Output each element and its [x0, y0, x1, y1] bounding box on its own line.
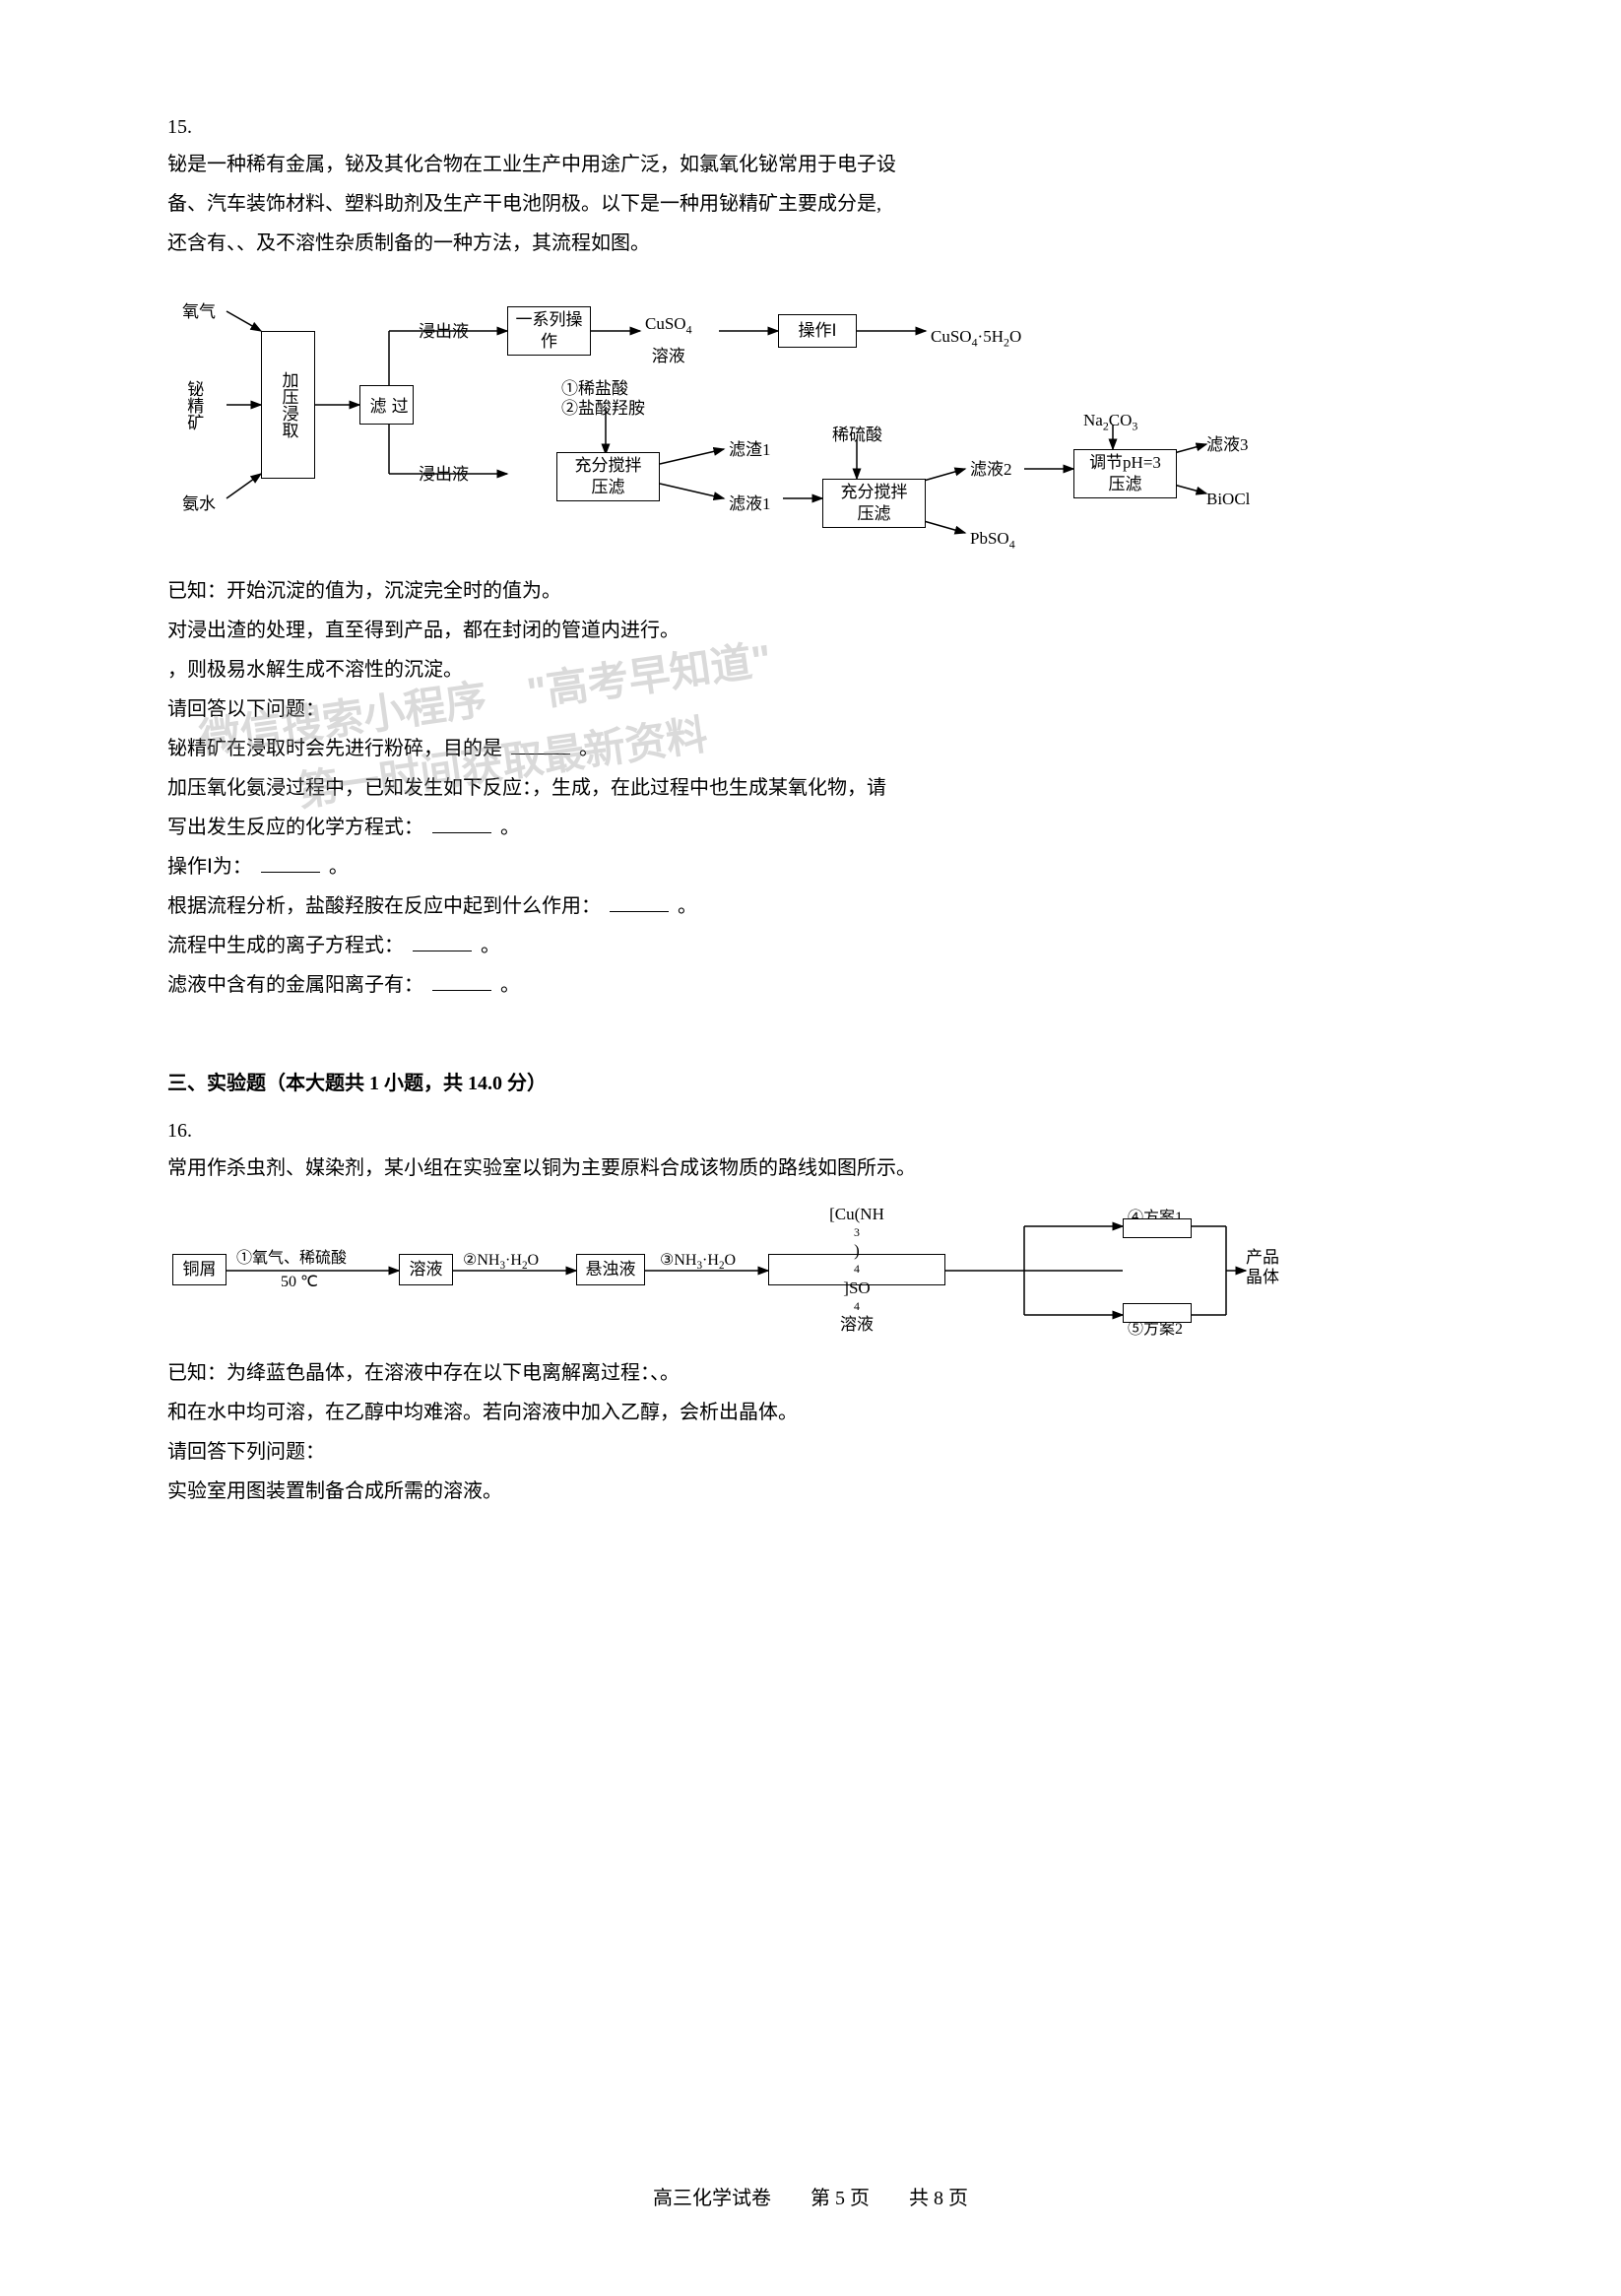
fc1-box4b: 压滤	[858, 503, 891, 525]
fc1-box4: 充分搅拌 压滤	[822, 479, 926, 528]
fc1-box5a: 调节pH=3	[1089, 452, 1161, 474]
fc1-top-op1: 操作Ⅰ	[778, 314, 857, 348]
q15-content: 铋是一种稀有金属，铋及其化合物在工业生产中用途广泛，如氯氧化铋常用于电子设 备、…	[167, 146, 1414, 1006]
footer-text-a: 高三化学试卷 第	[653, 2188, 835, 2209]
footer-text-b: 页 共	[845, 2188, 934, 2209]
flowchart2: 铜屑 ①氧气、稀硫酸 50 ℃ 溶液 ②NH3·H2O 悬浊液 ③NH3·H2O…	[167, 1207, 1290, 1335]
q16-p5: 实验室用图装置制备合成所需的溶液。	[167, 1473, 1414, 1510]
blank-icon	[432, 971, 491, 991]
q15-p9: 写出发生反应的化学方程式： 。	[167, 809, 1414, 846]
q15-p9a: 加压氧化氨浸过程中，已知发生如下反应：，生成，在此过程中也生成某氧化物，请	[167, 769, 1414, 807]
fc1-box2: 过滤	[359, 385, 414, 425]
blank-icon	[511, 735, 570, 754]
fc1-liq1: 滤液1	[729, 489, 771, 520]
fc2-node2: 溶液	[399, 1254, 453, 1285]
q15-p9b: 写出发生反应的化学方程式：	[167, 817, 423, 838]
q15-p13: 滤液中含有的金属阳离子有： 。	[167, 966, 1414, 1004]
fc1-top-ops: 一系列操作	[507, 306, 591, 356]
fc1-ammonia: 氨水	[182, 489, 216, 520]
fc1-biocl: BiOCl	[1206, 484, 1250, 515]
fc1-box4a: 充分搅拌	[841, 482, 908, 503]
q15-p2: 备、汽车装饰材料、塑料助剂及生产干电池阴极。以下是一种用铋精矿主要成分是,	[167, 185, 1414, 223]
q15-p4: 已知：开始沉淀的值为，沉淀完全时的值为。	[167, 572, 1414, 610]
q15-p6: ，则极易水解生成不溶性的沉淀。	[167, 651, 1414, 689]
fc1-bot-leach: 浸出液	[419, 459, 469, 491]
q15-p10: 操作Ⅰ为： 。	[167, 848, 1414, 886]
blank-icon	[261, 853, 320, 873]
q15-p10a: 操作Ⅰ为：	[167, 856, 252, 878]
fc2-step3: ③NH3·H2O	[660, 1246, 736, 1277]
fc2-step2: ②NH3·H2O	[463, 1246, 539, 1277]
fc2-plan2-box	[1123, 1303, 1192, 1323]
fc2-node4: [Cu(NH3)4]SO4溶液	[768, 1254, 945, 1285]
q16-p2: 已知：为绛蓝色晶体，在溶液中存在以下电离解离过程：、。	[167, 1354, 1414, 1392]
fc1-top-prod: CuSO4·5H2O	[931, 321, 1021, 354]
fc2-node3: 悬浊液	[576, 1254, 645, 1285]
q15-p3: 还含有、、及不溶性杂质制备的一种方法，其流程如图。	[167, 225, 1414, 262]
fc1-top-sol: CuSO4溶液	[645, 308, 692, 372]
q16-content: 常用作杀虫剂、媒染剂，某小组在实验室以铜为主要原料合成该物质的路线如图所示。	[167, 1149, 1414, 1512]
fc1-box3: 充分搅拌 压滤	[556, 452, 660, 501]
q15-p1: 铋是一种稀有金属，铋及其化合物在工业生产中用途广泛，如氯氧化铋常用于电子设	[167, 146, 1414, 183]
fc1-top-leach: 浸出液	[419, 316, 469, 348]
flowchart1: 氧气 铋精矿 氨水 加压浸取 过滤 浸出液 一系列操作 CuSO4溶液 操作Ⅰ …	[167, 277, 1251, 553]
q15-p10b: 。	[329, 856, 349, 878]
flowchart1-container: 氧气 铋精矿 氨水 加压浸取 过滤 浸出液 一系列操作 CuSO4溶液 操作Ⅰ …	[167, 277, 1414, 553]
page-footer: 高三化学试卷 第 5 页 共 8 页	[0, 2180, 1621, 2217]
footer-page: 5	[835, 2188, 845, 2209]
question-16: 16. 常用作杀虫剂、媒染剂，某小组在实验室以铜为主要原料合成该物质的路线如图所…	[167, 1112, 1454, 1512]
q15-p12: 流程中生成的离子方程式： 。	[167, 927, 1414, 964]
q15-p13a: 滤液中含有的金属阳离子有：	[167, 974, 423, 996]
fc1-liq3: 滤液3	[1206, 429, 1249, 461]
q15-p8: 铋精矿在浸取时会先进行粉碎，目的是 。	[167, 730, 1414, 767]
q15-p5: 对浸出渣的处理，直至得到产品，都在封闭的管道内进行。	[167, 612, 1414, 649]
q15-p8b: 。	[579, 738, 599, 759]
q15-p11b: 。	[678, 895, 697, 917]
fc1-res1: 滤渣1	[729, 434, 771, 466]
blank-icon	[432, 814, 491, 833]
footer-total: 8	[934, 2188, 943, 2209]
q15-p11: 根据流程分析，盐酸羟胺在反应中起到什么作用： 。	[167, 887, 1414, 925]
question-15: 15. 铋是一种稀有金属，铋及其化合物在工业生产中用途广泛，如氯氧化铋常用于电子…	[167, 108, 1454, 1006]
section3-header: 三、实验题（本大题共 1 小题，共 14.0 分）	[167, 1065, 1454, 1102]
q15-number: 15.	[167, 108, 207, 146]
q15-p7: 请回答以下问题：	[167, 690, 1414, 728]
fc1-box1: 加压浸取	[261, 331, 315, 479]
fc1-liq2: 滤液2	[970, 454, 1012, 486]
fc1-box3b: 压滤	[592, 477, 625, 498]
q15-p8a: 铋精矿在浸取时会先进行粉碎，目的是	[167, 738, 502, 759]
blank-icon	[413, 932, 472, 951]
fc1-box5: 调节pH=3 压滤	[1073, 449, 1177, 498]
q16-number: 16.	[167, 1112, 207, 1149]
fc1-box3a: 充分搅拌	[575, 455, 642, 477]
fc1-ore: 铋精矿	[177, 380, 209, 430]
q15-p12a: 流程中生成的离子方程式：	[167, 935, 404, 956]
fc2-plan1-box	[1123, 1218, 1192, 1238]
q15-p9c: 。	[500, 817, 520, 838]
q15-p11a: 根据流程分析，盐酸羟胺在反应中起到什么作用：	[167, 895, 601, 917]
fc1-pbso4: PbSO4	[970, 523, 1015, 556]
q16-p4: 请回答下列问题：	[167, 1433, 1414, 1471]
fc1-h2so4: 稀硫酸	[832, 420, 882, 451]
fc2-node5: 产品晶体	[1246, 1248, 1279, 1288]
footer-text-c: 页	[943, 2188, 968, 2209]
fc2-node1: 铜屑	[172, 1254, 227, 1285]
flowchart2-container: 铜屑 ①氧气、稀硫酸 50 ℃ 溶液 ②NH3·H2O 悬浊液 ③NH3·H2O…	[167, 1207, 1414, 1335]
fc1-mid-step1b: ②盐酸羟胺	[561, 393, 645, 425]
q16-p3: 和在水中均可溶，在乙醇中均难溶。若向溶液中加入乙醇，会析出晶体。	[167, 1394, 1414, 1431]
fc1-box5b: 压滤	[1109, 474, 1142, 495]
fc1-oxygen: 氧气	[182, 296, 216, 328]
q15-p13b: 。	[500, 974, 520, 996]
q15-p12b: 。	[481, 935, 500, 956]
q16-p1: 常用作杀虫剂、媒染剂，某小组在实验室以铜为主要原料合成该物质的路线如图所示。	[167, 1149, 1414, 1187]
fc1-na2co3: Na2CO3	[1083, 405, 1137, 437]
blank-icon	[610, 892, 669, 912]
fc2-step1b: 50 ℃	[281, 1268, 318, 1297]
